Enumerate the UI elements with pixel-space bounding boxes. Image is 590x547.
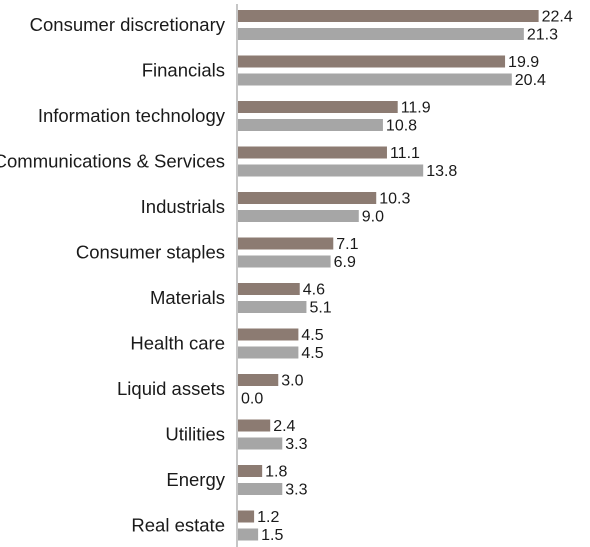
value-label-real-estate-series-2: 1.5 — [261, 527, 283, 544]
bar-financials-series-1 — [238, 55, 506, 68]
bar-liquid-assets-series-1 — [238, 374, 279, 386]
bar-industrials-series-1 — [238, 192, 377, 204]
bar-real-estate-series-1 — [238, 510, 255, 523]
value-label-consumer-discretionary-series-1: 22.4 — [542, 9, 573, 26]
value-label-health-care-series-1: 4.5 — [301, 327, 323, 344]
bar-utilities-series-1 — [238, 419, 271, 432]
category-label-energy: Energy — [166, 469, 225, 490]
value-label-financials-series-2: 20.4 — [515, 72, 546, 89]
value-label-communications-and-services-series-2: 13.8 — [426, 163, 457, 180]
category-label-health-care: Health care — [130, 333, 225, 354]
category-label-financials: Financials — [142, 60, 225, 81]
value-label-energy-series-2: 3.3 — [285, 482, 307, 499]
bar-communications-and-services-series-1 — [238, 146, 387, 159]
category-label-industrials: Industrials — [141, 196, 225, 217]
category-labels: Consumer discretionary Financials Informat… — [0, 14, 226, 536]
bar-information-technology-series-2 — [238, 119, 383, 131]
value-label-communications-and-services-series-1: 11.1 — [390, 145, 420, 162]
bar-energy-series-1 — [238, 465, 263, 477]
value-label-liquid-assets-series-1: 3.0 — [281, 373, 303, 390]
value-label-energy-series-1: 1.8 — [265, 464, 287, 481]
category-label-materials: Materials — [150, 287, 225, 308]
bar-communications-and-services-series-2 — [238, 164, 424, 177]
value-label-financials-series-1: 19.9 — [508, 54, 539, 71]
bar-real-estate-series-2 — [238, 528, 259, 541]
value-label-utilities-series-2: 3.3 — [285, 436, 307, 453]
value-label-consumer-discretionary-series-2: 21.3 — [527, 27, 558, 44]
value-label-real-estate-series-1: 1.2 — [257, 509, 279, 526]
value-label-utilities-series-1: 2.4 — [273, 418, 295, 435]
bar-health-care-series-1 — [238, 328, 299, 341]
category-label-liquid-assets: Liquid assets — [117, 378, 225, 399]
value-label-materials-series-2: 5.1 — [309, 300, 331, 317]
bar-energy-series-2 — [238, 483, 283, 495]
value-label-information-technology-series-1: 11.9 — [401, 100, 431, 117]
bars — [238, 10, 539, 541]
value-label-consumer-staples-series-1: 7.1 — [336, 236, 358, 253]
bar-consumer-staples-series-1 — [238, 237, 334, 250]
bar-health-care-series-2 — [238, 346, 299, 359]
bar-materials-series-2 — [238, 301, 307, 313]
category-label-communications-and-services: Communications & Services — [0, 151, 225, 172]
bar-consumer-staples-series-2 — [238, 255, 331, 268]
bar-information-technology-series-1 — [238, 101, 398, 113]
value-labels: 22.421.3 19.920.4 11.910.8 11.1 13.8 10.39.07… — [241, 9, 573, 545]
category-label-utilities: Utilities — [165, 424, 225, 445]
value-label-health-care-series-2: 4.5 — [301, 345, 323, 362]
category-label-real-estate: Real estate — [131, 515, 225, 536]
category-label-consumer-discretionary: Consumer discretionary — [30, 14, 226, 35]
bar-consumer-discretionary-series-1 — [238, 10, 539, 22]
bar-industrials-series-2 — [238, 210, 359, 222]
value-label-industrials-series-2: 9.0 — [362, 209, 384, 226]
bar-consumer-discretionary-series-2 — [238, 28, 524, 40]
value-label-consumer-staples-series-2: 6.9 — [334, 254, 356, 271]
value-label-liquid-assets-series-2: 0.0 — [241, 391, 263, 408]
value-label-materials-series-1: 4.6 — [303, 282, 325, 299]
value-label-industrials-series-1: 10.3 — [379, 191, 410, 208]
bar-utilities-series-2 — [238, 437, 283, 450]
category-label-information-technology: Information technology — [38, 105, 226, 126]
bar-materials-series-1 — [238, 283, 300, 295]
value-label-information-technology-series-2: 10.8 — [386, 118, 417, 135]
bar-financials-series-2 — [238, 73, 512, 86]
category-label-consumer-staples: Consumer staples — [76, 242, 225, 263]
